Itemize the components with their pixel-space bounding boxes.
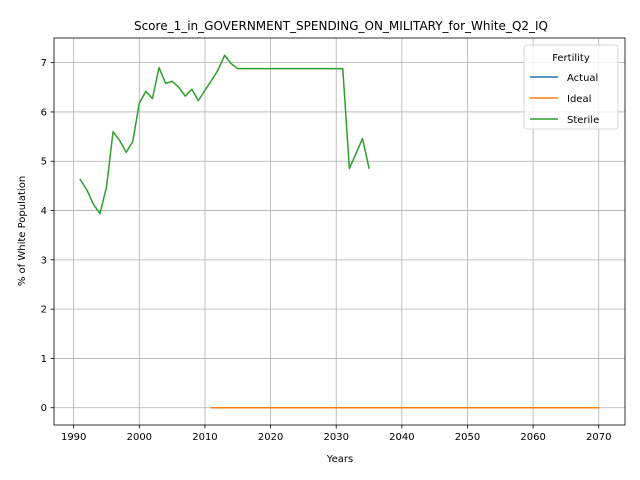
- y-tick-label: 6: [41, 107, 47, 118]
- axis-ticks: 1990 2000 2010 2020 2030 2040 2050 2060 2070 0 1 2 3…: [41, 58, 612, 443]
- x-tick-label: 2050: [455, 432, 480, 443]
- x-tick-label: 2010: [192, 432, 217, 443]
- series-line-sterile: [79, 54, 370, 215]
- y-tick-label: 2: [41, 305, 47, 316]
- x-tick-label: 2030: [323, 432, 348, 443]
- y-axis-label: % of White Population: [17, 176, 28, 286]
- x-tick-label: 2060: [520, 432, 545, 443]
- x-axis-label: Years: [326, 454, 353, 465]
- y-tick-label: 3: [41, 255, 47, 266]
- legend-title: Fertility: [552, 53, 590, 64]
- y-tick-label: 7: [41, 58, 47, 69]
- x-tick-label: 2070: [586, 432, 611, 443]
- x-tick-label: 2000: [127, 432, 152, 443]
- y-tick-label: 1: [41, 354, 47, 365]
- legend-box: [523, 44, 619, 130]
- x-tick-label: 1990: [61, 432, 86, 443]
- legend-label-actual: Actual: [567, 73, 598, 84]
- legend-label-sterile: Sterile: [567, 115, 599, 126]
- y-tick-label: 5: [41, 157, 47, 168]
- y-tick-label: 0: [41, 403, 47, 414]
- series-lines: [79, 54, 600, 409]
- x-tick-label: 2020: [258, 432, 283, 443]
- plot-frame: [53, 37, 626, 426]
- legend-label-ideal: Ideal: [567, 94, 591, 105]
- x-tick-label: 2040: [389, 432, 414, 443]
- legend: Fertility Actual Ideal Sterile: [523, 44, 619, 130]
- chart-title: Score_1_in_GOVERNMENT_SPENDING_ON_MILITA…: [134, 19, 548, 33]
- y-tick-label: 4: [41, 206, 47, 217]
